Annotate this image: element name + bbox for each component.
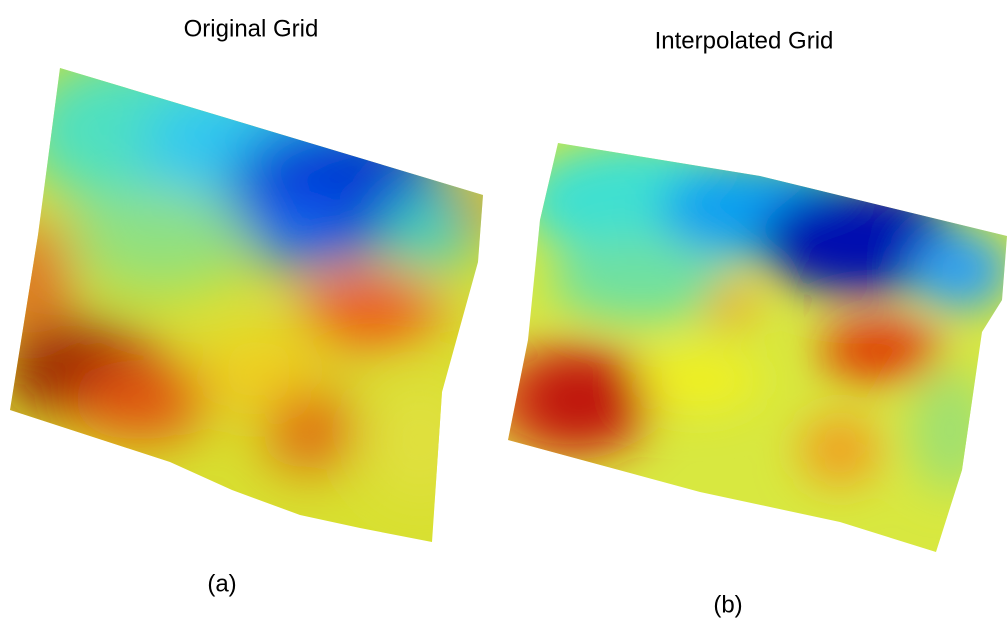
surface-interpolated	[508, 143, 1007, 552]
panel-title: Interpolated Grid	[655, 27, 834, 54]
panel-title: Original Grid	[184, 15, 319, 42]
surface-original	[10, 68, 483, 542]
panel-label: (b)	[713, 591, 742, 618]
panel-label: (a)	[207, 570, 236, 597]
